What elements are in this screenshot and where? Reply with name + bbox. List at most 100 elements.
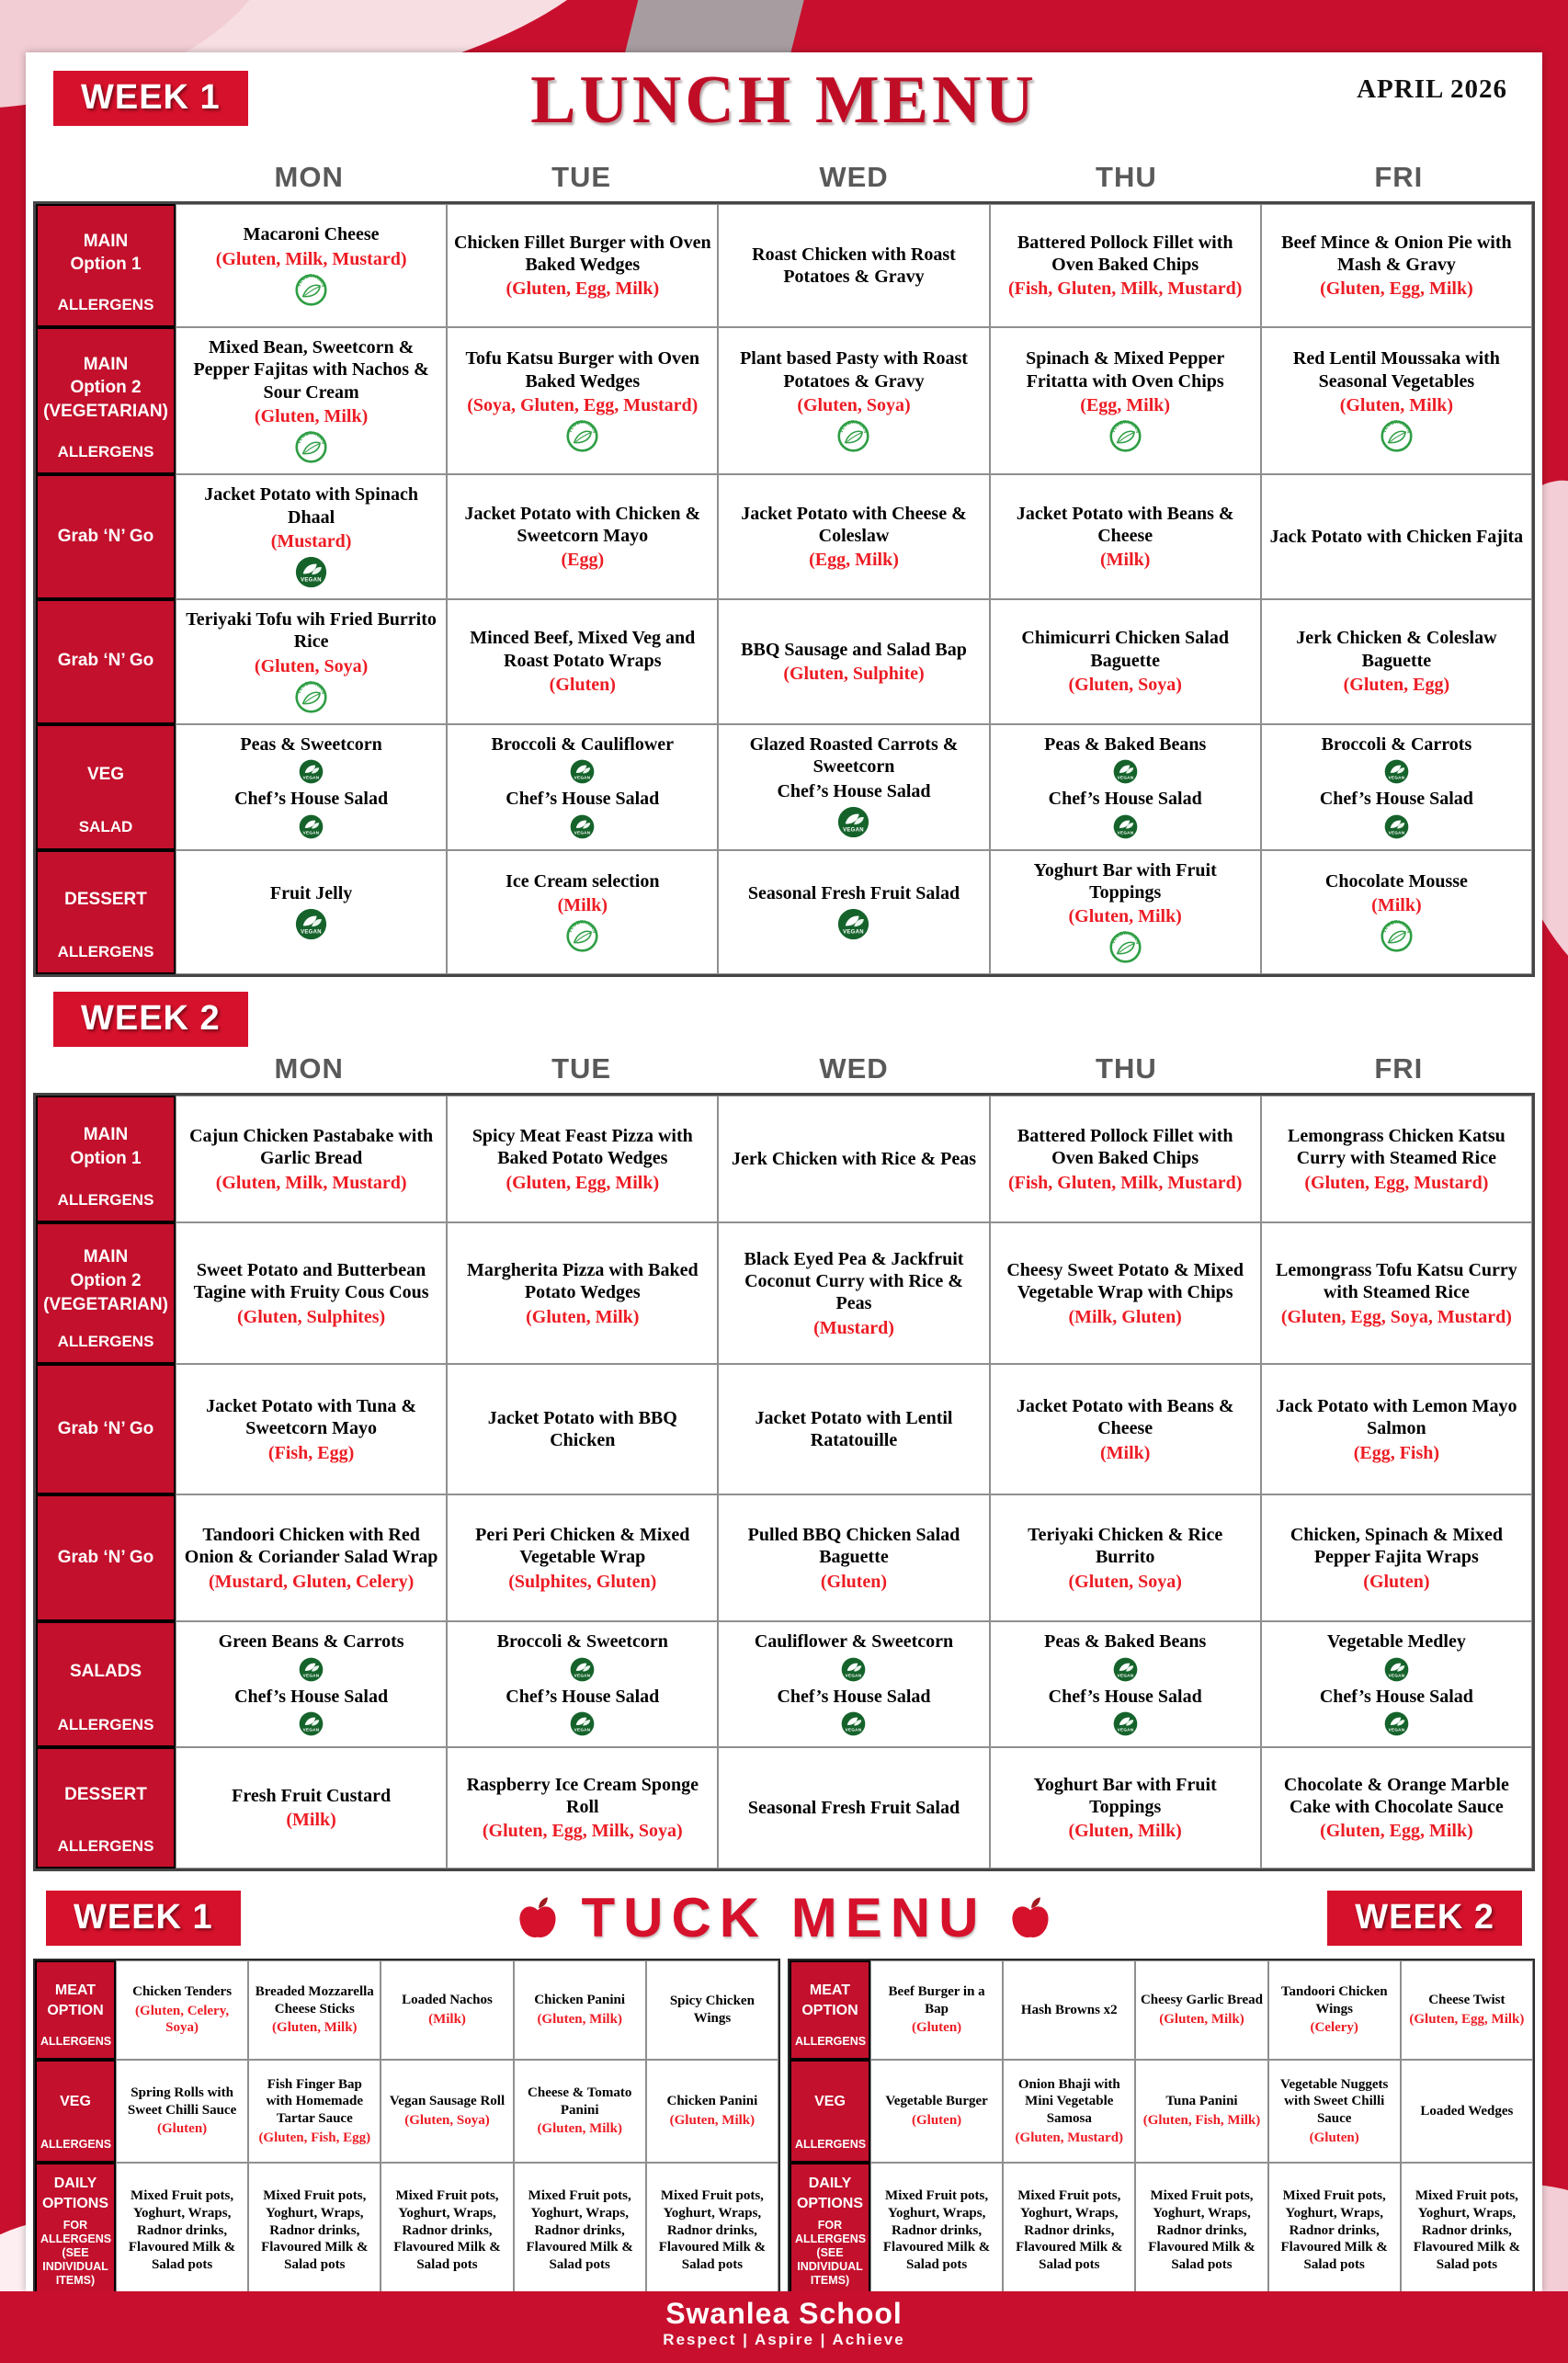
menu-item-text: Spring Rolls with Sweet Chilli Sauce: [127, 2085, 237, 2118]
menu-cell: Mixed Fruit pots, Yoghurt, Wraps, Radnor…: [645, 2163, 778, 2300]
menu-item-text: Broccoli & Cauliflower: [491, 733, 675, 755]
allergen-text: (Gluten, Milk, Mustard): [215, 248, 407, 269]
tuck-title: TUCK MENU: [581, 1887, 987, 1949]
allergen-text: (Egg, Milk): [809, 550, 899, 571]
allergen-text: (Milk): [1371, 895, 1422, 916]
allergen-text: (Gluten, Sulphite): [783, 664, 925, 685]
vegan-badge: VEGAN: [1113, 1711, 1138, 1736]
menu-item-text: Sweet Potato and Butterbean Tagine with …: [193, 1259, 429, 1303]
row-label: Grab ‘N’ Go: [36, 1364, 176, 1495]
menu-item-text: Roast Chicken with Roast Potatoes & Grav…: [752, 244, 956, 287]
allergen-text: (Gluten, Egg, Milk): [506, 1172, 660, 1193]
day-header-spacer: [33, 157, 173, 199]
svg-text:VEGAN: VEGAN: [844, 930, 865, 936]
vegan-badge: VEGAN: [570, 814, 595, 839]
tuck-week1-table: MEAT OPTION ALLERGENS Chicken Tenders (Glute…: [33, 1959, 780, 2301]
menu-cell: Onion Bhaji with Mini Vegetable Samosa (G…: [1003, 2060, 1136, 2164]
vegetarian-badge: VEGETARIAN: [837, 420, 870, 452]
svg-text:VEGAN: VEGAN: [574, 1727, 591, 1732]
allergen-text: (Gluten, Celery, Soya): [135, 2003, 230, 2036]
footer: Swanlea School Respect | Aspire | Achiev…: [0, 2291, 1568, 2353]
svg-text:VEGAN: VEGAN: [574, 830, 591, 835]
menu-item-text: Jacket Potato with Beans & Cheese: [1016, 503, 1234, 547]
vegan-badge: VEGAN: [1384, 759, 1409, 784]
row-label-title: MAIN Option 1: [70, 231, 142, 275]
menu-item-text: Battered Pollock Fillet with Oven Baked …: [1017, 232, 1233, 275]
row-label-sub: ALLERGENS: [40, 2138, 112, 2152]
day-header-tue: TUE: [551, 161, 612, 193]
menu-item-text: Jacket Potato with Spinach Dhaal: [204, 484, 418, 528]
menu-cell: Raspberry Ice Cream Sponge Roll (Gluten, …: [447, 1747, 719, 1869]
lunch-header: WEEK 1 LUNCH MENU APRIL 2026: [33, 52, 1535, 155]
day-header-mon: MON: [274, 1052, 344, 1085]
vegetarian-badge: VEGETARIAN: [295, 273, 327, 306]
week2-day-header-row: MON TUE WED THU FRI: [33, 1049, 1535, 1091]
row-label: VEG ALLERGENS: [35, 2060, 116, 2164]
svg-text:VEGAN: VEGAN: [301, 578, 322, 584]
allergen-text: (Gluten, Milk): [1339, 394, 1454, 415]
allergen-text: (Gluten, Egg, Mustard): [1304, 1172, 1489, 1193]
apple-icon: [1006, 1894, 1054, 1942]
menu-cell: Vegetable Burger (Gluten): [870, 2060, 1004, 2164]
menu-item-text: Jack Potato with Lemon Mayo Salmon: [1276, 1395, 1517, 1439]
menu-cell: Plant based Pasty with Roast Potatoes & …: [718, 327, 990, 475]
menu-cell: Lemongrass Chicken Katsu Curry with Stea…: [1260, 1096, 1532, 1223]
menu-cell: Beef Burger in a Bap (Gluten): [870, 1960, 1004, 2061]
menu-cell: Mixed Fruit pots, Yoghurt, Wraps, Radnor…: [513, 2163, 646, 2300]
school-name: Swanlea School: [665, 2297, 903, 2330]
menu-item-text: Chef’s House Salad: [234, 789, 389, 810]
menu-item-text: Pulled BBQ Chicken Salad Baguette: [747, 1524, 960, 1568]
row-label-title: VEG: [86, 764, 125, 784]
row-label-sub: FOR ALLERGENS (SEE INDIVIDUAL ITEMS): [795, 2219, 867, 2288]
menu-item-text: Cheese Twist: [1428, 1993, 1506, 2008]
menu-cell: Cheesy Garlic Bread (Gluten, Milk): [1135, 1960, 1268, 2061]
menu-card: WEEK 1 LUNCH MENU APRIL 2026 MON TUE WED…: [26, 52, 1542, 2301]
page-title: LUNCH MENU: [530, 62, 1038, 138]
menu-item-text: Loaded Nachos: [402, 1993, 493, 2008]
menu-item-text: Beef Mince & Onion Pie with Mash & Gravy: [1281, 232, 1512, 275]
menu-cell: Spicy Meat Feast Pizza with Baked Potato…: [447, 1096, 719, 1223]
row-label-title: Grab ‘N’ Go: [57, 1547, 154, 1567]
menu-item-text: Macaroni Cheese: [243, 224, 380, 245]
day-header-thu: THU: [1096, 161, 1157, 193]
menu-item-text: Cheesy Sweet Potato & Mixed Vegetable Wr…: [1006, 1259, 1244, 1303]
vegan-badge: VEGAN: [295, 908, 327, 940]
week1-day-header-row: MON TUE WED THU FRI: [33, 157, 1535, 199]
menu-item-text: Mixed Fruit pots, Yoghurt, Wraps, Radnor…: [526, 2188, 633, 2273]
menu-item-text: Green Beans & Carrots: [218, 1631, 404, 1653]
menu-cell: Peas & Baked Beans VEGAN Chef’s House Sa…: [989, 1621, 1261, 1748]
tuck-week1-badge: WEEK 1: [46, 1890, 241, 1946]
menu-item-text: Plant based Pasty with Roast Potatoes & …: [740, 348, 968, 392]
menu-cell: Chocolate Mousse (Milk) VEGETARIAN: [1260, 849, 1532, 975]
svg-text:VEGAN: VEGAN: [303, 1727, 320, 1732]
menu-item-text: Margherita Pizza with Baked Potato Wedge…: [466, 1259, 699, 1303]
menu-cell: Fish Finger Bap with Homemade Tartar Sau…: [248, 2060, 381, 2164]
vegan-badge: VEGAN: [841, 1657, 866, 1682]
allergen-text: (Gluten, Milk): [1068, 906, 1182, 927]
menu-item-text: Chef’s House Salad: [1048, 789, 1202, 810]
row-label: MEAT OPTION ALLERGENS: [790, 1960, 870, 2061]
menu-cell: Jacket Potato with Lentil Ratatouille: [718, 1364, 990, 1495]
week2-lunch-table: MAIN Option 1 ALLERGENS Cajun Chicken Pasta…: [33, 1093, 1535, 1872]
menu-item-text: Loaded Wedges: [1420, 2103, 1514, 2119]
allergen-text: (Fish, Gluten, Milk, Mustard): [1007, 1172, 1243, 1193]
menu-cell: Jerk Chicken & Coleslaw Baguette (Gluten,…: [1260, 598, 1532, 724]
row-label: DAILY OPTIONS FOR ALLERGENS (SEE INDIVIDUAL I…: [35, 2163, 116, 2300]
menu-cell: Vegetable Medley VEGAN Chef’s House Sala…: [1260, 1621, 1532, 1748]
menu-item-text: Peri Peri Chicken & Mixed Vegetable Wrap: [475, 1524, 690, 1568]
menu-item-text: Chef’s House Salad: [234, 1686, 389, 1707]
menu-cell: Chicken Panini (Gluten, Milk): [645, 2060, 778, 2164]
allergen-text: (Mustard, Gluten, Celery): [208, 1571, 415, 1592]
svg-text:VEGAN: VEGAN: [303, 775, 320, 779]
menu-cell: Jack Potato with Chicken Fajita: [1260, 474, 1532, 599]
menu-item-text: Mixed Fruit pots, Yoghurt, Wraps, Radnor…: [1016, 2188, 1123, 2273]
day-header-fri: FRI: [1374, 161, 1424, 193]
menu-item-text: Chef’s House Salad: [1048, 1686, 1202, 1707]
menu-cell: Chicken, Spinach & Mixed Pepper Fajita W…: [1260, 1494, 1532, 1622]
menu-cell: Cauliflower & Sweetcorn VEGAN Chef’s Hou…: [718, 1621, 990, 1748]
menu-cell: Mixed Fruit pots, Yoghurt, Wraps, Radnor…: [1135, 2163, 1268, 2300]
row-label: Grab ‘N’ Go: [36, 598, 176, 724]
menu-item-text: Chef’s House Salad: [1319, 789, 1473, 810]
vegan-badge: VEGAN: [295, 556, 327, 588]
menu-cell: Mixed Fruit pots, Yoghurt, Wraps, Radnor…: [1400, 2163, 1533, 2300]
